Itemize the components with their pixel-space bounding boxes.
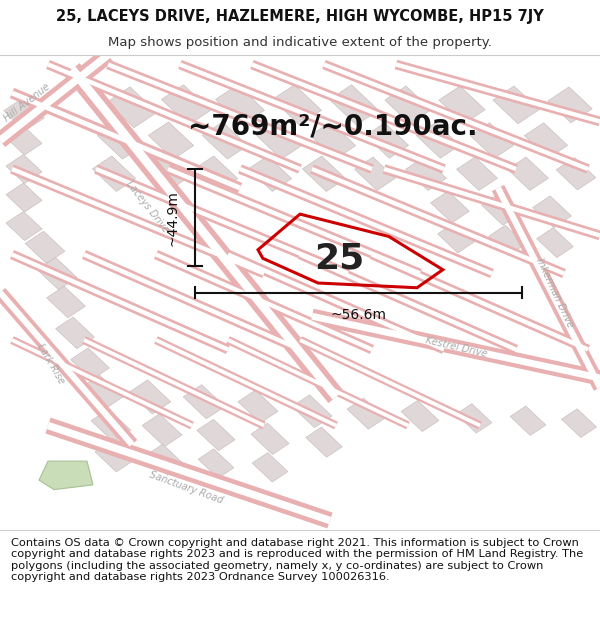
Bar: [6, 126, 42, 155]
Bar: [510, 406, 546, 436]
Bar: [457, 157, 497, 191]
Bar: [4, 98, 44, 131]
Text: 25: 25: [314, 241, 364, 275]
Bar: [215, 85, 265, 125]
Bar: [431, 191, 469, 222]
Bar: [439, 86, 485, 124]
Bar: [248, 156, 292, 191]
Text: ~56.6m: ~56.6m: [331, 308, 386, 322]
Bar: [347, 398, 385, 429]
Bar: [146, 444, 184, 475]
Bar: [329, 85, 379, 125]
Text: 25, LACEYS DRIVE, HAZLEMERE, HIGH WYCOMBE, HP15 7JY: 25, LACEYS DRIVE, HAZLEMERE, HIGH WYCOMB…: [56, 9, 544, 24]
Text: ~44.9m: ~44.9m: [165, 190, 179, 246]
Bar: [6, 154, 42, 184]
Bar: [142, 414, 182, 447]
Bar: [355, 157, 395, 191]
Bar: [6, 183, 42, 212]
Text: Map shows position and indicative extent of the property.: Map shows position and indicative extent…: [108, 36, 492, 49]
Bar: [556, 158, 596, 190]
Bar: [456, 404, 492, 433]
Bar: [194, 156, 238, 191]
Bar: [238, 390, 278, 423]
Bar: [198, 449, 234, 478]
Bar: [161, 85, 211, 125]
Polygon shape: [39, 461, 93, 489]
Bar: [437, 223, 475, 253]
Bar: [256, 122, 302, 159]
Bar: [508, 157, 548, 191]
Bar: [25, 231, 65, 264]
Text: Contains OS data © Crown copyright and database right 2021. This information is : Contains OS data © Crown copyright and d…: [11, 538, 583, 582]
Bar: [129, 380, 171, 414]
Bar: [488, 225, 526, 255]
Bar: [92, 156, 136, 191]
Bar: [302, 156, 346, 191]
Bar: [493, 86, 539, 124]
Bar: [107, 87, 157, 128]
Bar: [272, 85, 322, 125]
Text: Inkerman Drive: Inkerman Drive: [535, 256, 575, 329]
Bar: [562, 409, 596, 437]
Bar: [524, 122, 568, 158]
Bar: [536, 228, 574, 258]
Text: Lark Rise: Lark Rise: [35, 342, 67, 386]
Bar: [401, 401, 439, 431]
Bar: [548, 87, 592, 123]
Bar: [47, 286, 85, 318]
Bar: [470, 122, 514, 158]
Bar: [292, 395, 332, 428]
Bar: [306, 427, 342, 457]
Bar: [91, 409, 131, 442]
Bar: [252, 452, 288, 482]
Bar: [385, 86, 431, 124]
Bar: [482, 194, 520, 225]
Bar: [251, 423, 289, 454]
Bar: [148, 122, 194, 159]
Bar: [81, 375, 123, 409]
Bar: [416, 122, 460, 158]
Bar: [406, 157, 446, 191]
Text: Kestrel Drive: Kestrel Drive: [424, 335, 488, 359]
Bar: [56, 317, 94, 349]
Bar: [95, 441, 133, 472]
Bar: [97, 122, 143, 159]
Text: Laceys Drive: Laceys Drive: [124, 179, 170, 235]
Text: ~769m²/~0.190ac.: ~769m²/~0.190ac.: [188, 112, 478, 140]
Bar: [310, 122, 356, 159]
Bar: [71, 348, 109, 379]
Bar: [197, 419, 235, 451]
Text: Hill Avenue: Hill Avenue: [2, 81, 52, 124]
Bar: [6, 211, 42, 241]
Bar: [202, 122, 248, 159]
Bar: [37, 258, 77, 289]
Text: Sanctuary Road: Sanctuary Road: [148, 469, 224, 505]
Bar: [143, 156, 187, 191]
Bar: [533, 196, 571, 228]
Bar: [183, 385, 225, 419]
Bar: [365, 122, 409, 158]
